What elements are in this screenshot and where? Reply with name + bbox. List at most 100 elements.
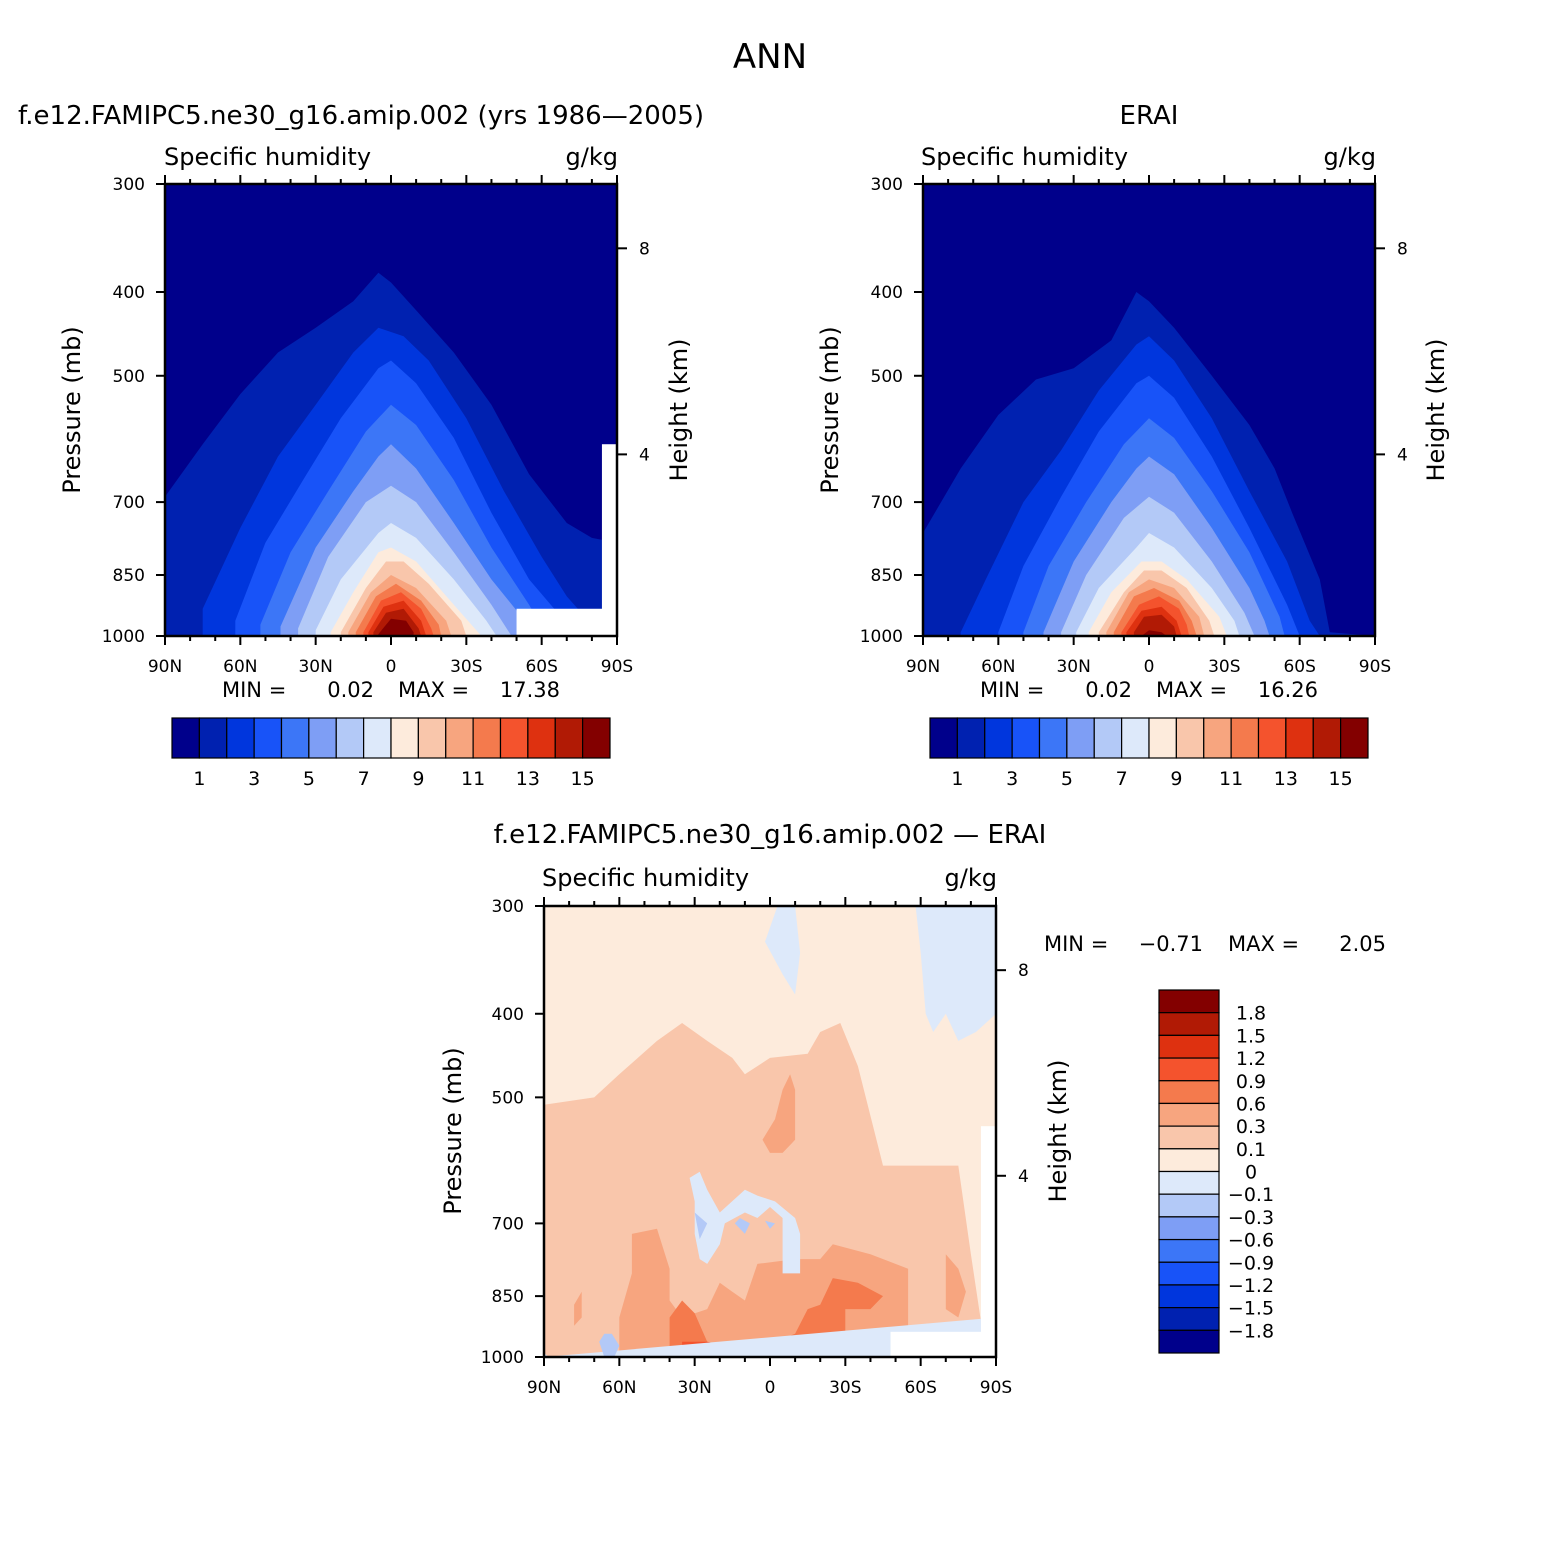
plot-area — [923, 184, 1375, 636]
colorbar-swatch — [1285, 717, 1314, 759]
colorbar-swatch — [1203, 717, 1232, 759]
colorbar-label: 1 — [193, 768, 205, 790]
colorbar-swatch — [1158, 1307, 1220, 1331]
right-string: g/kg — [566, 143, 618, 171]
y-axis-right-label: Height (km) — [1422, 339, 1450, 482]
colorbar-swatch — [1158, 1170, 1220, 1195]
colorbar-swatch — [1158, 1216, 1220, 1241]
y-right-tick-label: 4 — [639, 445, 650, 465]
y-tick-label: 700 — [871, 493, 903, 513]
y-tick-label: 400 — [871, 283, 903, 303]
y-axis-label: Pressure (mb) — [439, 1047, 467, 1214]
y-tick-label: 300 — [113, 175, 145, 195]
panel-diff: f.e12.FAMIPC5.ne30_g16.amip.002 — ERAI S… — [439, 820, 1386, 1398]
colorbar-label: 15 — [571, 768, 595, 790]
colorbar-label: 15 — [1329, 768, 1353, 790]
y-tick-label: 1000 — [102, 627, 145, 647]
x-tick-label: 90S — [601, 657, 633, 677]
x-tick-label: 90S — [980, 1378, 1012, 1398]
x-tick-label: 0 — [386, 657, 397, 677]
missing-data-mask — [980, 1126, 996, 1333]
colorbar-label: −0.6 — [1228, 1230, 1274, 1252]
colorbar-swatch — [1066, 717, 1095, 759]
colorbar-label: 13 — [1274, 768, 1298, 790]
colorbar-swatch — [1340, 717, 1369, 759]
x-tick-label: 60N — [223, 657, 257, 677]
colorbar-label: 5 — [1061, 768, 1073, 790]
max-value: 17.38 — [500, 678, 560, 702]
missing-data-mask — [601, 444, 617, 610]
missing-data-mask — [890, 1331, 996, 1357]
colorbar-swatch — [554, 717, 584, 759]
colorbar-label: 1.5 — [1236, 1025, 1266, 1047]
x-tick-label: 30N — [1056, 657, 1090, 677]
colorbar-label: 0.1 — [1236, 1139, 1266, 1161]
y-tick-label: 400 — [113, 283, 145, 303]
axes: 90N 60N 30N 0 30S 60S 90S 300 400 500 700 850 1000 8 4 — [860, 175, 1408, 677]
y-right-tick-label: 8 — [1397, 239, 1408, 259]
x-tick-label: 60N — [981, 657, 1015, 677]
y-axis-right-label: Height (km) — [1044, 1060, 1072, 1203]
x-tick-label: 90N — [148, 657, 182, 677]
colorbar-swatch — [1158, 1238, 1220, 1263]
colorbar-swatch — [335, 717, 365, 759]
colorbar-swatch — [171, 717, 200, 759]
colorbar-label: −0.3 — [1228, 1207, 1274, 1229]
x-tick-label: 60S — [525, 657, 557, 677]
colorbar-label: 0 — [1245, 1162, 1257, 1184]
colorbar-swatch — [417, 717, 447, 759]
colorbar-swatch — [253, 717, 283, 759]
y-tick-label: 850 — [492, 1287, 524, 1307]
colorbar-swatch — [1257, 717, 1287, 759]
colorbar-label: −1.5 — [1228, 1298, 1274, 1320]
y-tick-label: 700 — [492, 1214, 524, 1234]
x-tick-label: 60S — [1283, 657, 1315, 677]
axes: 90N 60N 30N 0 30S 60S 90S 300 400 500 700 850 1000 8 4 — [481, 897, 1029, 1398]
colorbar-label: 7 — [358, 768, 370, 790]
contour-fill-region — [765, 1220, 775, 1229]
panel-title: f.e12.FAMIPC5.ne30_g16.amip.002 — ERAI — [494, 820, 1047, 850]
contour-fill-region — [689, 1171, 801, 1274]
colorbar-label: 1.2 — [1236, 1048, 1266, 1070]
colorbar-label: −1.2 — [1228, 1275, 1274, 1297]
y-tick-label: 1000 — [860, 627, 903, 647]
min-label: MIN = — [1044, 932, 1108, 956]
colorbar-swatch — [1158, 1012, 1220, 1036]
left-string: Specific humidity — [164, 143, 371, 171]
y-axis-label: Pressure (mb) — [816, 326, 844, 493]
colorbar-label: 3 — [1006, 768, 1018, 790]
contour-fill-region — [574, 1291, 582, 1326]
min-label: MIN = — [222, 678, 286, 702]
colorbar: 1 3 5 7 9 11 13 15 — [929, 717, 1369, 790]
colorbar-swatch — [1158, 1261, 1220, 1286]
max-label: MAX = — [1156, 678, 1227, 702]
x-tick-label: 0 — [765, 1378, 776, 1398]
contour-fill-level — [378, 618, 414, 636]
y-tick-label: 850 — [113, 566, 145, 586]
colorbar-swatch — [1158, 1102, 1220, 1127]
y-tick-label: 1000 — [481, 1348, 524, 1368]
y-right-tick-label: 4 — [1397, 445, 1408, 465]
y-tick-label: 400 — [492, 1005, 524, 1025]
plot-area — [544, 906, 996, 1357]
colorbar-swatch — [1158, 1148, 1220, 1173]
colorbar-label: 1.8 — [1236, 1003, 1266, 1025]
colorbar-label: 5 — [303, 768, 315, 790]
right-string: g/kg — [945, 864, 997, 892]
y-tick-label: 700 — [113, 493, 145, 513]
panel-title: ERAI — [1120, 101, 1179, 131]
colorbar-swatch — [1158, 1284, 1220, 1309]
contour-fill-level — [1133, 614, 1177, 636]
y-tick-label: 500 — [871, 367, 903, 387]
x-tick-label: 30N — [677, 1378, 711, 1398]
colorbar-label: 11 — [461, 768, 485, 790]
y-tick-label: 500 — [113, 367, 145, 387]
colorbar-swatch — [472, 717, 502, 759]
colorbar-label: 3 — [248, 768, 260, 790]
max-label: MAX = — [1228, 932, 1299, 956]
colorbar-swatch — [1158, 1057, 1220, 1082]
colorbar-label: 1 — [951, 768, 963, 790]
right-string: g/kg — [1324, 143, 1376, 171]
colorbar-label: 0.6 — [1236, 1093, 1266, 1115]
